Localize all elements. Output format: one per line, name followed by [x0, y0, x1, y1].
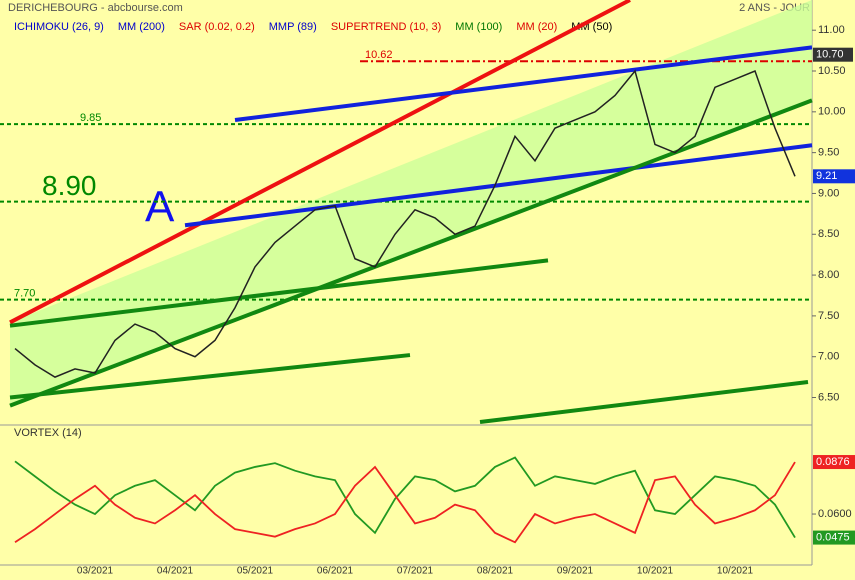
trendline [9, 258, 549, 328]
legend-entry: MM (100) [455, 21, 502, 33]
y-tick-label: 11.00 [818, 24, 845, 36]
level-label: 8.90 [42, 170, 97, 201]
legend-entry: MM (200) [118, 21, 165, 33]
y-tick-label: 7.50 [818, 310, 839, 322]
x-tick-label: 03/2021 [77, 566, 114, 577]
legend-entry: SAR (0.02, 0.2) [179, 21, 255, 33]
y-tick-label: 8.50 [818, 228, 839, 240]
y-tick-label: 8.00 [818, 269, 839, 281]
value-label: 0.0876 [816, 456, 850, 468]
x-tick-label: 08/2021 [477, 566, 514, 577]
x-tick-label: 05/2021 [237, 566, 274, 577]
y-tick-label: 7.00 [818, 351, 839, 363]
series-line [14, 456, 796, 539]
y-tick-label: 9.00 [818, 187, 839, 199]
value-label-box [813, 530, 855, 545]
axis-marker-label: 10.70 [816, 49, 844, 61]
trendline [9, 0, 631, 325]
y-tick-label: 10.50 [818, 65, 846, 77]
trendline [9, 353, 411, 400]
series-line [14, 69, 796, 378]
y-tick-label: 0.0600 [818, 508, 852, 520]
level-label: 10.62 [365, 49, 393, 61]
trendline [479, 380, 809, 424]
y-tick-label: 9.50 [818, 147, 839, 159]
axis-marker-box [813, 47, 853, 62]
channel-fill [10, 0, 812, 406]
value-label: 9.21 [816, 170, 837, 182]
value-label: 0.0475 [816, 531, 850, 543]
legend-entry: SUPERTREND (10, 3) [331, 21, 441, 33]
trendline [184, 143, 813, 228]
y-tick-label: 10.00 [818, 106, 846, 118]
series-line [14, 461, 796, 544]
annotation: A [145, 183, 175, 232]
x-tick-label: 09/2021 [557, 566, 594, 577]
x-tick-label: 10/2021 [637, 566, 674, 577]
value-label-box [813, 455, 855, 470]
legend-entry: MMP (89) [269, 21, 317, 33]
level-label: 7.70 [14, 287, 35, 299]
chart-title: DERICHEBOURG - abcbourse.com [8, 2, 183, 14]
x-tick-label: 10/2021 [717, 566, 754, 577]
value-label-box [813, 169, 855, 184]
x-tick-label: 07/2021 [397, 566, 434, 577]
legend-entry: ICHIMOKU (26, 9) [14, 21, 104, 33]
x-tick-label: 04/2021 [157, 566, 194, 577]
y-tick-label: 6.50 [818, 391, 839, 403]
level-label: 9.85 [80, 112, 101, 124]
trendline [9, 98, 813, 408]
panel-title: VORTEX (14) [14, 427, 82, 439]
x-tick-label: 06/2021 [317, 566, 354, 577]
legend-entry: MM (20) [516, 21, 557, 33]
trendline [234, 45, 813, 122]
